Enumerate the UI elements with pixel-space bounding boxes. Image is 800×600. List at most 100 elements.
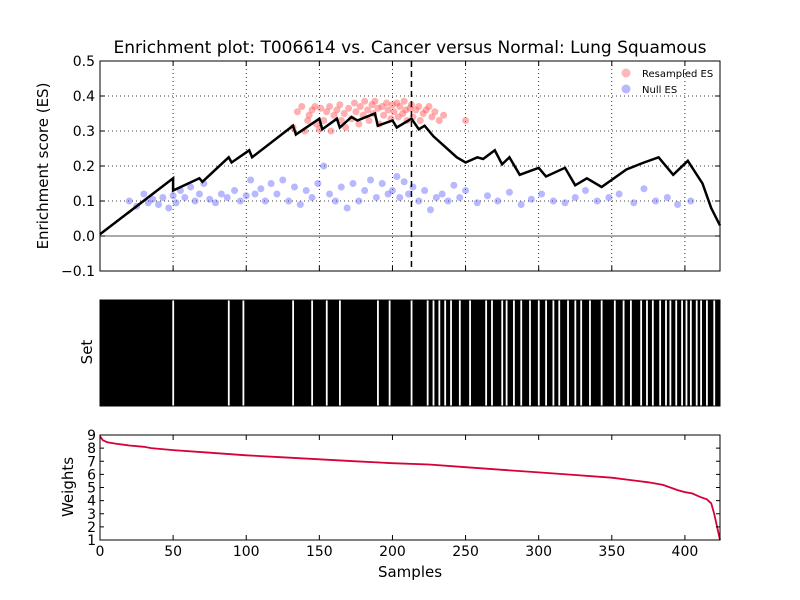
null-es-point: [326, 190, 334, 198]
set-gap: [558, 300, 561, 406]
null-es-point: [450, 181, 458, 189]
set-gap: [651, 300, 654, 406]
resampled-es-point: [402, 106, 410, 114]
x-tick-label: 200: [379, 544, 406, 560]
null-es-point: [571, 194, 579, 201]
set-gap: [432, 300, 435, 406]
enrichment-y-label: Enrichment score (ES): [34, 83, 52, 250]
resampled-es-point: [396, 103, 404, 110]
null-es-point: [187, 183, 195, 191]
resampled-es-point: [462, 117, 470, 124]
null-es-point: [652, 197, 660, 205]
null-es-point: [687, 197, 695, 205]
null-es-point: [349, 180, 357, 187]
set-gap: [646, 300, 648, 406]
null-es-point: [484, 192, 491, 200]
resampled-es-point: [361, 97, 369, 105]
set-frame: [99, 299, 721, 407]
null-es-point: [473, 199, 481, 207]
set-gap: [485, 300, 488, 406]
null-es-point: [527, 195, 535, 203]
null-es-point: [605, 194, 613, 201]
null-es-point: [165, 204, 173, 212]
es-curve: [99, 111, 722, 236]
set-gap: [589, 300, 591, 406]
resampled-es-point: [356, 103, 364, 110]
null-es-point: [242, 192, 250, 200]
null-es-point: [593, 197, 601, 205]
null-es-point: [337, 183, 345, 191]
weights-x-ticks: 0 50 100 150 200 250 300 350 400: [96, 435, 698, 560]
resampled-es-point: [388, 101, 396, 109]
resampled-es-point: [399, 110, 407, 117]
null-es-point: [378, 180, 386, 187]
y-tick-label: 0.1: [73, 194, 95, 210]
y-tick-label: 0.3: [73, 124, 95, 140]
null-es-point: [267, 180, 275, 187]
legend-label-resampled: Resampled ES: [642, 69, 713, 80]
resampled-es-point: [368, 101, 376, 109]
set-gap: [388, 300, 391, 406]
legend-marker-resampled: [621, 68, 631, 78]
set-gap: [552, 300, 555, 406]
null-es-point: [149, 195, 157, 203]
set-gap: [706, 300, 708, 406]
resampled-es-point: [340, 110, 348, 117]
set-gap: [227, 300, 230, 406]
resampled-es-point: [308, 106, 316, 114]
set-gap: [501, 300, 504, 406]
null-es-point: [372, 194, 380, 201]
null-es-point: [415, 197, 423, 205]
set-gap: [292, 300, 295, 406]
null-es-point: [355, 197, 363, 205]
enrichment-x-ticks: [172, 61, 686, 271]
resampled-es-point: [378, 103, 386, 110]
resampled-es-point: [422, 106, 430, 114]
set-gap: [685, 300, 688, 406]
set-gap: [675, 300, 678, 406]
set-panel: Set: [78, 299, 721, 407]
null-es-point: [674, 201, 682, 208]
resampled-es-point: [400, 97, 408, 105]
null-es-point: [251, 190, 259, 198]
resampled-es-point: [428, 113, 436, 121]
x-tick-label: 250: [452, 544, 479, 560]
y-tick-label: 6: [87, 467, 96, 483]
resampled-es-point: [293, 108, 301, 116]
null-es-point: [191, 197, 199, 205]
null-es-point: [223, 194, 231, 201]
set-gap: [491, 300, 493, 406]
null-es-point: [144, 199, 152, 207]
null-es-point: [384, 190, 392, 198]
set-gap: [545, 300, 547, 406]
set-gap: [469, 300, 471, 406]
null-es-point: [393, 173, 401, 180]
set-gap: [669, 300, 672, 406]
set-gap: [458, 300, 461, 406]
null-es-point: [285, 197, 293, 205]
resampled-es-point: [305, 111, 313, 119]
x-tick-label: 100: [233, 544, 260, 560]
set-gap: [505, 300, 508, 406]
x-tick-label: 0: [96, 544, 105, 560]
set-gap: [574, 300, 577, 406]
resampled-es-point: [383, 99, 391, 107]
null-es-point: [140, 190, 148, 198]
resampled-es-point: [342, 124, 350, 131]
resampled-es-point: [336, 101, 344, 109]
null-es-point: [517, 201, 525, 208]
null-es-point: [172, 199, 180, 207]
legend: Resampled ES Null ES: [621, 68, 713, 96]
enrichment-y-ticks: −0.1 0.0 0.1 0.2 0.3 0.4 0.5: [61, 54, 720, 280]
null-es-point: [396, 194, 404, 201]
null-es-point: [195, 190, 203, 198]
set-gap: [438, 300, 441, 406]
resampled-es-point: [345, 104, 353, 112]
resampled-es-points: [289, 97, 470, 135]
set-gap: [311, 300, 314, 406]
y-tick-label: 8: [87, 441, 96, 457]
set-gap: [410, 300, 413, 406]
null-es-point: [409, 183, 417, 191]
resampled-es-point: [394, 113, 402, 121]
